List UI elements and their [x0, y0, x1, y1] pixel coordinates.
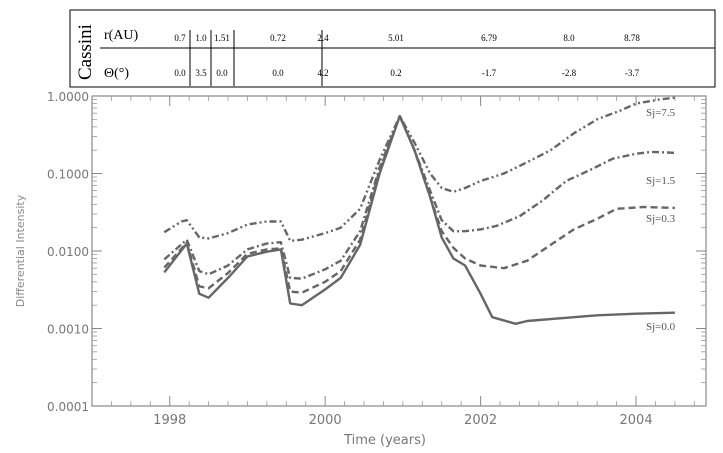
r-value: 8.78 [624, 33, 640, 43]
series-line-1 [163, 114, 675, 325]
y-tick-label: 0.0010 [47, 323, 89, 337]
series-lines [163, 96, 676, 325]
y-axis: 0.0001 0.0010 0.0100 0.1000 1.0000 [47, 90, 706, 414]
x-tick-label: 2002 [464, 413, 497, 428]
r-value: 5.01 [388, 33, 404, 43]
y-tick-label: 0.1000 [47, 168, 89, 182]
cassini-table: Cassini r(AU) Θ(°) 0.7 1.0 1.51 0.72 2.4 5.01… [69, 9, 716, 88]
series-label: Sj=0.0 [646, 321, 676, 333]
y-tick-label: 1.0000 [47, 90, 89, 104]
theta-value: 4.2 [317, 68, 328, 78]
r-value: 2.4 [317, 33, 329, 43]
y-tick-label: 0.0100 [47, 245, 89, 259]
plot-area: 0.0001 0.0010 0.0100 0.1000 1.0000 1998 2000 2… [14, 90, 707, 448]
series-labels: Sj=7.5 Sj=1.5 Sj=0.3 Sj=0.0 [646, 107, 676, 333]
y-axis-title: Differential Intensity [14, 194, 27, 307]
theta-value: 0.0 [174, 68, 186, 78]
x-axis: 1998 2000 2002 2004 [111, 96, 695, 428]
table-ticks [189, 30, 323, 86]
theta-row-label: Θ(°) [104, 66, 129, 81]
x-tick-label: 2004 [620, 413, 653, 428]
r-value: 1.0 [195, 33, 207, 43]
theta-value: 0.2 [390, 68, 401, 78]
x-axis-title: Time (years) [343, 433, 426, 448]
r-value: 0.7 [174, 33, 186, 43]
series-label: Sj=1.5 [646, 175, 676, 187]
x-tick-label: 1998 [153, 413, 186, 428]
r-row-label: r(AU) [104, 28, 139, 43]
x-tick-label: 2000 [309, 413, 342, 428]
series-line-2 [163, 114, 675, 294]
r-value: 6.79 [481, 33, 497, 43]
r-value: 1.51 [214, 33, 230, 43]
series-line-4 [163, 96, 676, 243]
theta-value: -3.7 [625, 68, 640, 78]
spacecraft-name: Cassini [75, 24, 96, 80]
series-label: Sj=0.3 [646, 213, 676, 225]
theta-value: -1.7 [482, 68, 497, 78]
theta-value: 3.5 [195, 68, 207, 78]
table-values: 0.7 1.0 1.51 0.72 2.4 5.01 6.79 8.0 8.78 0.0 3.5 0.… [174, 33, 640, 78]
y-tick-label: 0.0001 [47, 400, 89, 414]
theta-value: 0.0 [272, 68, 284, 78]
theta-value: 0.0 [216, 68, 228, 78]
plot-frame [91, 95, 707, 407]
r-value: 8.0 [563, 33, 575, 43]
series-label: Sj=7.5 [646, 107, 676, 119]
series-line-3 [163, 114, 675, 280]
theta-value: -2.8 [562, 68, 577, 78]
r-value: 0.72 [270, 33, 286, 43]
